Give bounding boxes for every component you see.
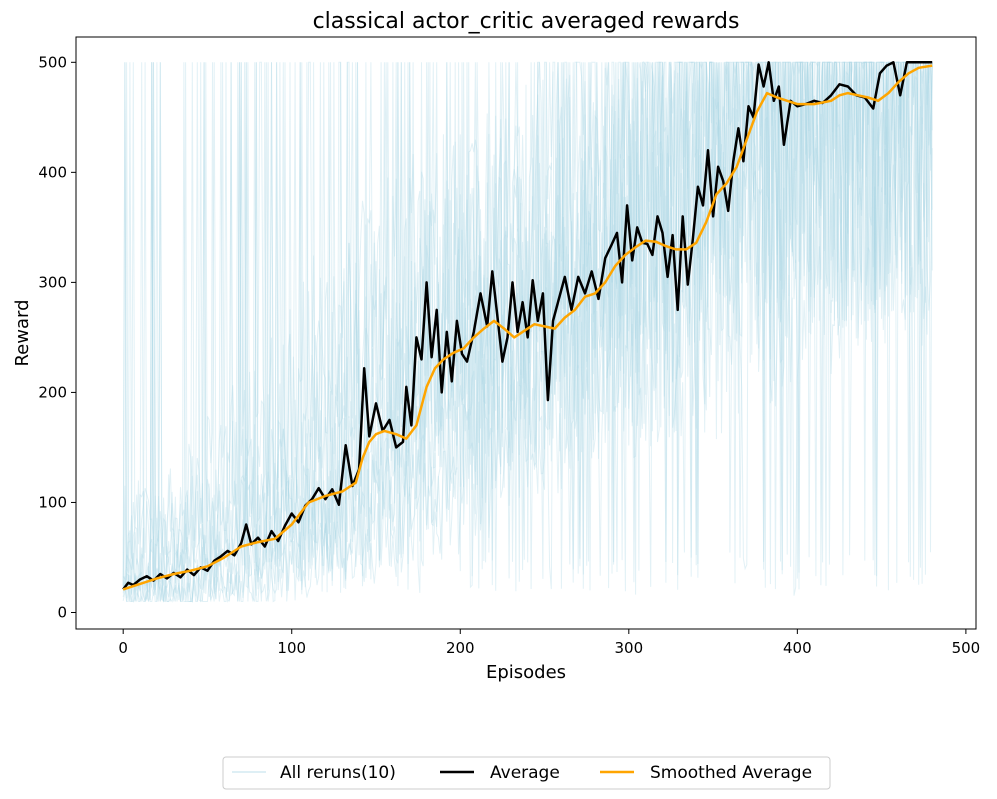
rerun-line-10: [122, 60, 933, 603]
rerun-line-3: [122, 61, 933, 597]
y-tick-label: 0: [57, 603, 67, 621]
rerun-line-2: [122, 61, 933, 596]
rerun-line-5: [122, 60, 933, 602]
plot-frame: [75, 36, 977, 630]
y-tick-label: 200: [38, 383, 67, 401]
rerun-line-4: [122, 61, 933, 602]
rerun-line-9: [122, 61, 933, 603]
legend-box: [222, 756, 831, 790]
smoothed-line: [122, 64, 933, 591]
x-tick-label: 300: [614, 639, 643, 657]
rerun-line-8: [122, 61, 933, 602]
legend: All reruns(10) Average Smoothed Average: [222, 756, 831, 790]
x-axis-label: Episodes: [486, 662, 566, 683]
x-tick-label: 200: [446, 639, 475, 657]
y-axis-label: Reward: [12, 299, 33, 366]
x-tick-label: 100: [277, 639, 306, 657]
reruns-group: [122, 60, 933, 604]
y-axis-ticks: 0 100 200 300 400 500: [38, 53, 76, 621]
legend-label-average: Average: [490, 763, 560, 783]
y-tick-label: 400: [38, 163, 67, 181]
x-tick-label: 0: [118, 639, 128, 657]
series-group: [122, 61, 933, 591]
y-tick-label: 300: [38, 273, 67, 291]
rerun-line-1: [122, 61, 933, 593]
rerun-line-6: [122, 61, 933, 603]
chart-title: classical actor_critic averaged rewards: [313, 9, 740, 34]
x-axis-ticks: 0 100 200 300 400 500: [118, 629, 980, 657]
legend-label-smoothed: Smoothed Average: [650, 763, 812, 783]
y-tick-label: 100: [38, 493, 67, 511]
legend-label-reruns: All reruns(10): [280, 763, 396, 783]
x-tick-label: 400: [783, 639, 812, 657]
rerun-line-7: [122, 61, 933, 604]
x-tick-label: 500: [952, 639, 981, 657]
y-tick-label: 500: [38, 53, 67, 71]
